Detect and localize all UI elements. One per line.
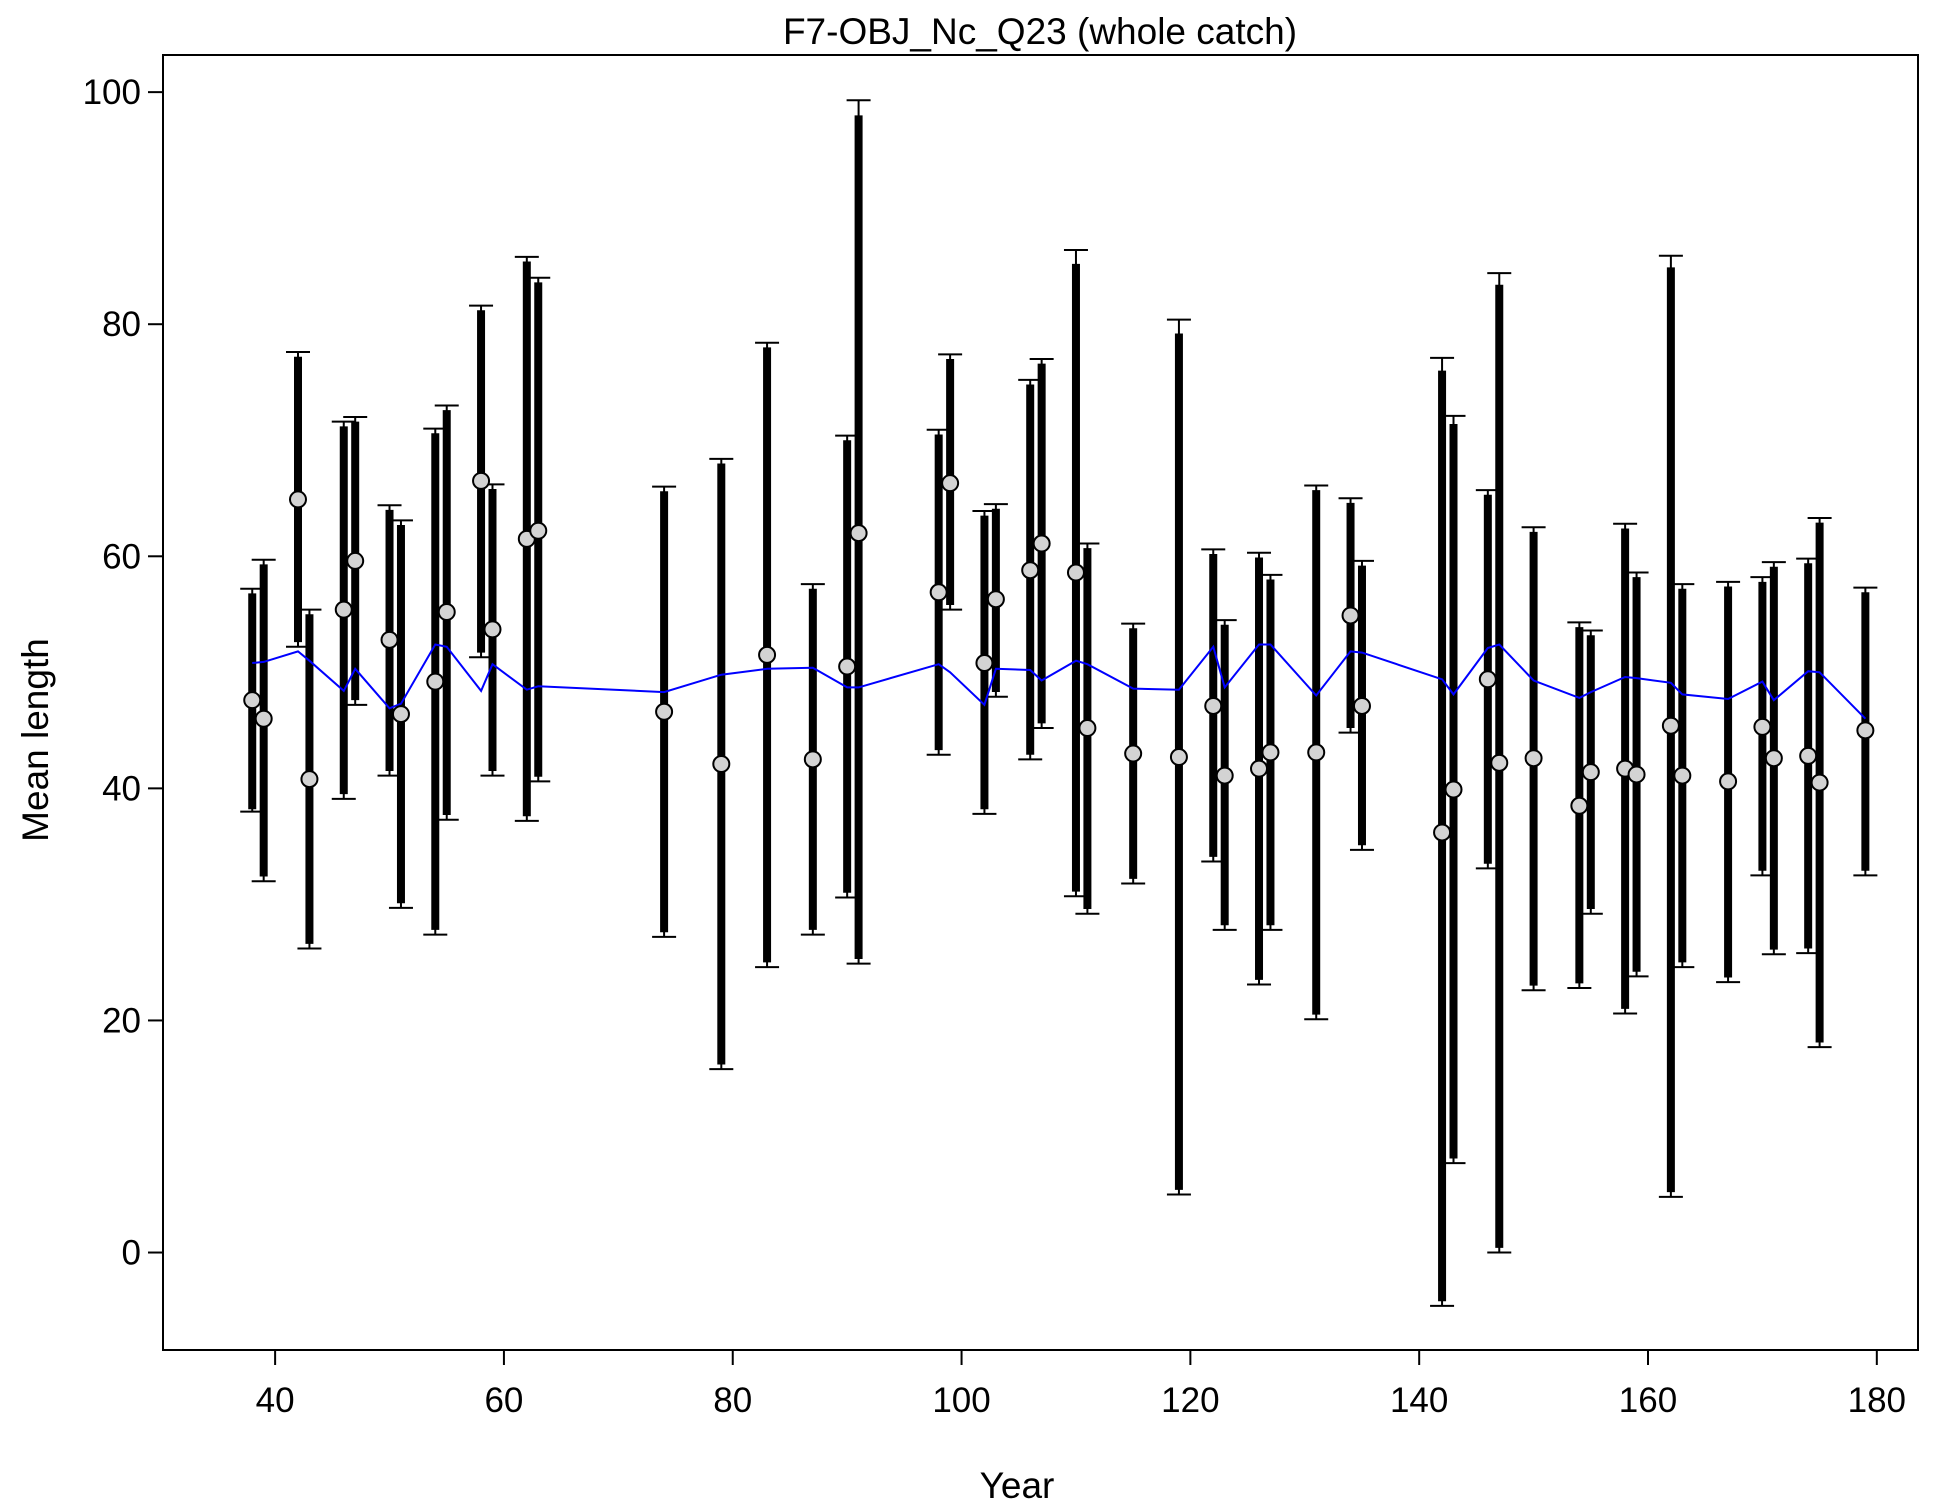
expected-line — [252, 643, 1867, 720]
x-tick-label: 60 — [484, 1381, 523, 1420]
data-point — [838, 657, 857, 676]
data-point — [1719, 772, 1738, 791]
x-tick-label: 40 — [256, 1381, 295, 1420]
data-point — [1124, 744, 1143, 763]
expected-series — [252, 643, 1867, 720]
data-point — [1444, 780, 1463, 799]
data-point — [1753, 717, 1772, 736]
data-point — [1169, 748, 1188, 767]
data-point — [803, 750, 822, 769]
data-point — [1661, 716, 1680, 735]
data-point — [391, 705, 410, 724]
y-tick-label: 100 — [83, 73, 141, 112]
data-point — [1032, 534, 1051, 553]
y-tick-label: 60 — [102, 537, 141, 576]
data-point — [472, 471, 491, 490]
data-point — [380, 630, 399, 649]
data-point — [437, 602, 456, 621]
data-point — [1627, 765, 1646, 784]
data-point — [1810, 773, 1829, 792]
y-tick-label: 40 — [102, 769, 141, 808]
data-point — [1307, 743, 1326, 762]
plot-frame — [162, 54, 1919, 1351]
data-point — [1250, 759, 1269, 778]
x-tick-label: 80 — [713, 1381, 752, 1420]
data-point — [975, 654, 994, 673]
data-point — [1341, 606, 1360, 625]
data-point — [1204, 696, 1223, 715]
data-point — [1078, 719, 1097, 738]
data-point — [1856, 721, 1875, 740]
data-point — [986, 590, 1005, 609]
data-point — [334, 600, 353, 619]
data-point — [1478, 670, 1497, 689]
x-tick-label: 100 — [932, 1381, 990, 1420]
data-point — [1799, 746, 1818, 765]
data-point — [1433, 823, 1452, 842]
data-point — [1261, 743, 1280, 762]
data-point — [1066, 563, 1085, 582]
data-point — [483, 620, 502, 639]
data-point — [1764, 749, 1783, 768]
data-point — [1021, 561, 1040, 580]
y-tick-label: 20 — [102, 1001, 141, 1040]
observed-points — [243, 471, 1875, 842]
data-point — [289, 490, 307, 509]
x-tick-label: 140 — [1390, 1381, 1448, 1420]
data-point — [655, 702, 674, 721]
y-axis: 0 20 40 60 80 100 — [83, 73, 163, 1273]
data-point — [529, 521, 548, 540]
data-point — [758, 645, 777, 664]
data-point — [1352, 696, 1371, 715]
data-point — [346, 551, 365, 570]
data-point — [1581, 763, 1600, 782]
y-tick-label: 0 — [122, 1234, 141, 1273]
data-point — [941, 474, 960, 493]
data-point — [929, 583, 948, 602]
x-axis: 40 60 80 100 120 140 160 180 — [256, 1350, 1906, 1420]
data-point — [1673, 766, 1692, 785]
x-tick-label: 160 — [1619, 1381, 1677, 1420]
data-point — [712, 755, 731, 774]
data-point — [1215, 766, 1234, 785]
x-axis-label: Year — [980, 1465, 1055, 1500]
chart-title: F7-OBJ_Nc_Q23 (whole catch) — [783, 11, 1297, 52]
data-point — [300, 770, 319, 789]
data-point — [1490, 753, 1509, 772]
y-axis-label: Mean length — [15, 638, 56, 842]
data-point — [1570, 796, 1589, 815]
y-tick-label: 80 — [102, 305, 141, 344]
x-tick-label: 180 — [1848, 1381, 1906, 1420]
data-point — [426, 672, 445, 691]
data-point — [1524, 749, 1543, 768]
data-point — [243, 691, 262, 710]
data-point — [254, 709, 273, 728]
error-bars — [240, 99, 1878, 1307]
x-tick-label: 120 — [1161, 1381, 1219, 1420]
data-point — [849, 524, 868, 543]
